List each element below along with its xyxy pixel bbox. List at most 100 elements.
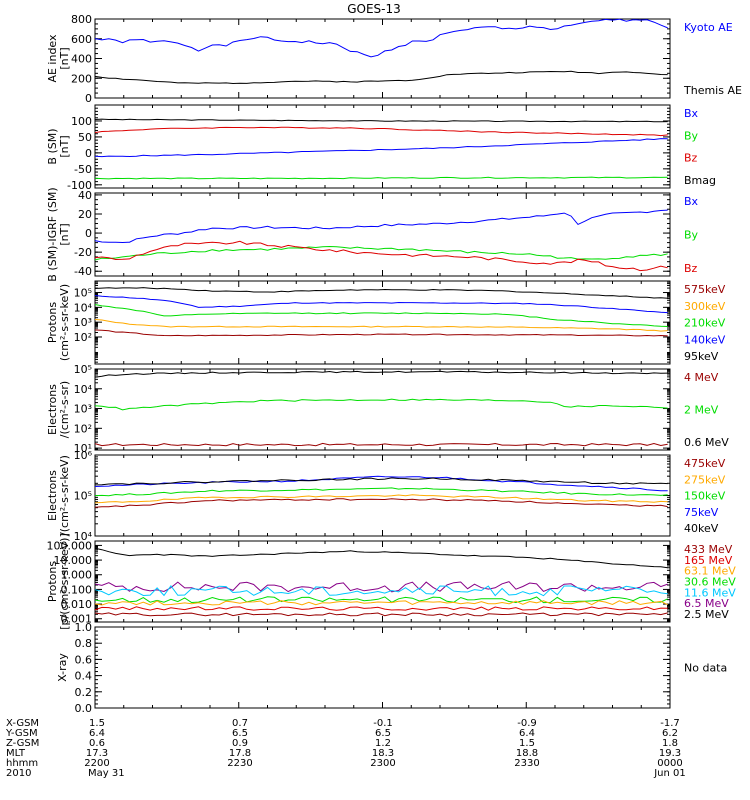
x-row-label: Z-GSM [6,738,39,749]
y-axis-label: [nT] [58,223,71,245]
y-tick-label: 100 [71,115,92,128]
series-line-by [94,245,668,261]
panel-frame [94,540,671,623]
y-tick-label: 1.000 [61,569,93,582]
series-line-2-mev [94,398,668,411]
x-axis-value: 6.5 [232,728,248,739]
y-tick-label: 0.6 [75,653,93,666]
y-axis-label: (cm²-s-sr-keV) [58,284,71,361]
y-tick-label: -20 [74,246,92,259]
y-tick-label: 1.0 [75,621,93,634]
legend-label: 575keV [684,283,726,296]
legend-label: 2.5 MeV [684,608,729,621]
series-line-by [94,176,668,180]
legend-label: 4 MeV [684,371,719,384]
x-axis-value: -0.1 [373,718,393,729]
x-axis-value: 6.5 [375,728,391,739]
x-axis-value: 2300 [370,758,395,769]
series-line-4-mev [94,442,668,447]
series-line-575kev [94,329,668,337]
y-axis-label: /(cm²-s-sr-keV) [58,455,71,536]
x-axis-value: -0.9 [517,718,537,729]
y-axis-label: /(cm²-s-sr) [58,381,71,438]
series-line-165-mev [94,606,668,611]
legend-label: Bx [684,107,699,120]
y-tick-label: 400 [71,53,92,66]
x-axis-value: 17.8 [229,748,251,759]
series-line-2-5-mev [94,547,668,569]
legend-label: Bmag [684,174,716,187]
y-tick-label: 0.8 [75,637,93,650]
x-axis-value: -1.7 [660,718,680,729]
y-tick-label: 50 [78,131,92,144]
x-axis-value: 1.5 [89,718,105,729]
y-axis-label: [p/(cm²-s-sr-keV)] [58,533,71,630]
y-axis-label: X-ray [56,653,69,682]
series-line-75kev [94,475,668,492]
legend-label: 150keV [684,490,726,503]
panel-electrons1: 10¹ 10² 10³ 10⁴ 10⁵ Electrons/(cm²-s-sr) 4 MeV… [46,363,729,455]
legend-label: 275keV [684,473,726,486]
x-axis-value: 19.3 [659,748,681,759]
legend-label: 11.6 MeV [684,586,736,599]
legend-label: 63.1 MeV [684,565,736,578]
x-axis-value: May 31 [88,768,125,779]
x-axis-value: 0000 [657,758,682,769]
series-line-40kev [94,477,668,486]
legend-label: 140keV [684,333,726,346]
series-line-275kev [94,494,668,504]
legend-label: 6.5 MeV [684,597,729,610]
y-tick-label: 10² [74,422,92,435]
y-tick-label: 100.000 [47,539,93,552]
x-axis-value: 0.6 [89,738,105,749]
series-line-themis-ae [94,70,668,85]
series-line-150kev [94,487,668,497]
x-row-label: X-GSM [6,718,39,729]
series-line-bx [94,138,668,158]
series-line-kyoto-ae [94,18,668,58]
legend-label: 0.6 MeV [684,436,729,449]
legend-label: Themis AE [683,84,742,97]
y-axis-label: [nT] [58,135,71,157]
series-line-63-1-mev [94,600,668,606]
y-tick-label: 10¹ [74,442,92,455]
panel-frame [94,368,671,451]
y-tick-label: 10² [74,331,92,344]
x-axis-value: 0.9 [232,738,248,749]
series-line-30-6-mev [94,596,668,604]
panel-frame [94,626,671,709]
y-tick-label: 10³ [74,316,92,329]
y-tick-label: 0.010 [61,598,93,611]
y-tick-label: 600 [71,33,92,46]
x-axis-value: 18.3 [372,748,394,759]
panel-frame [94,280,671,365]
legend-label: 475keV [684,457,726,470]
y-tick-label: 10⁵ [74,490,92,503]
x-axis-value: 18.8 [516,748,538,759]
y-tick-label: 0.001 [61,613,93,626]
legend-label: 75keV [684,506,719,519]
y-tick-label: 10⁵ [74,287,92,300]
y-axis-label: [nT] [58,47,71,69]
y-tick-label: -50 [74,163,92,176]
x-axis-value: 6.2 [662,728,678,739]
y-axis-label: Electrons [46,384,59,435]
x-axis-value: 1.8 [662,738,678,749]
x-row-label: hhmm [6,758,38,769]
y-axis-label: B (SM)-IGRF (SM) [46,187,59,281]
y-axis-label: Protons [46,561,59,602]
panel-frame [94,192,671,277]
panel-frame [94,454,671,537]
panel-ae: 0 200 400 600 800 AE index [nT] Kyoto AE Themis … [46,13,742,105]
y-tick-label: 0.100 [61,583,93,596]
panel-frame [94,18,671,99]
y-tick-label: 200 [71,72,92,85]
series-line-bmag [94,118,668,123]
panel-frame [94,104,671,189]
legend-label: Bx [684,195,699,208]
y-tick-label: 0 [85,92,92,105]
